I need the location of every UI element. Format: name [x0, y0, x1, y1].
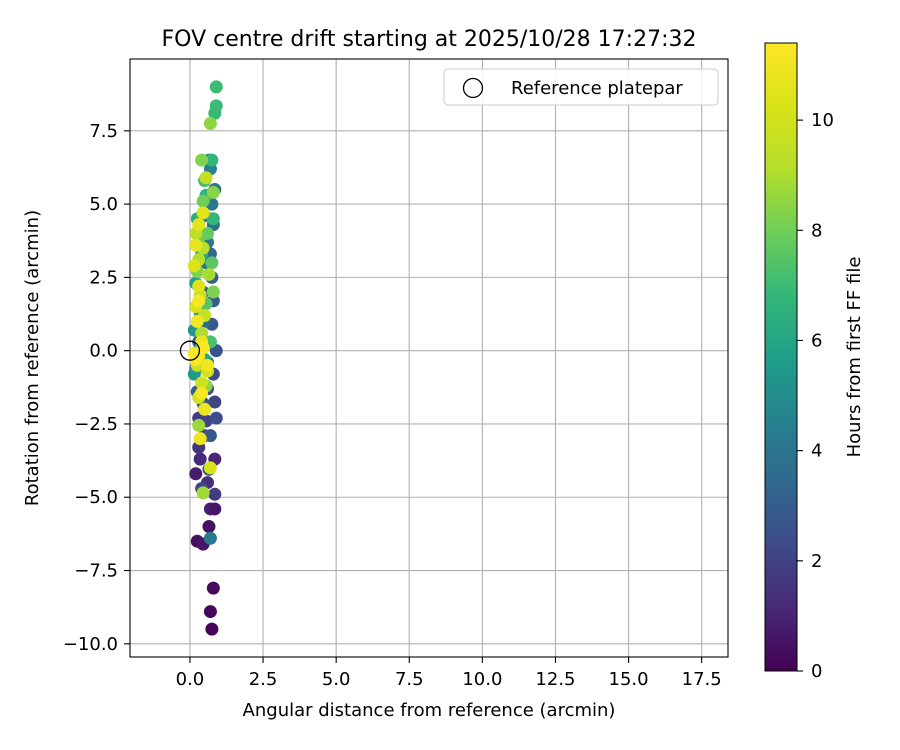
colorbar-tick-label: 4	[811, 441, 822, 462]
scatter-point	[209, 411, 223, 425]
scatter-point	[192, 218, 206, 232]
scatter-point	[199, 171, 213, 185]
x-tick-label: 17.5	[682, 669, 722, 690]
scatter-point	[200, 358, 214, 372]
scatter-point	[189, 238, 203, 252]
scatter-point	[193, 432, 207, 446]
colorbar-tick-label: 10	[811, 110, 834, 131]
scatter-point	[203, 461, 217, 475]
x-tick-label: 5.0	[322, 669, 351, 690]
y-tick-label: 7.5	[89, 121, 118, 142]
x-tick-label: 15.0	[609, 669, 649, 690]
scatter-point	[195, 386, 209, 400]
scatter-point	[195, 376, 209, 390]
scatter-point	[209, 99, 223, 113]
scatter-point	[203, 429, 217, 443]
scatter-point	[189, 352, 203, 366]
colorbar: 0 2 4 6 8 10 Hours from first FF file	[764, 42, 865, 682]
x-tick-label: 10.0	[462, 669, 502, 690]
legend-box	[443, 68, 719, 106]
x-axis-label: Angular distance from reference (arcmin)	[243, 700, 616, 721]
grid-lines	[130, 59, 728, 657]
scatter-point	[205, 256, 219, 270]
scatter-point	[203, 531, 217, 545]
legend: Reference platepar	[443, 68, 719, 106]
scatter-point	[196, 486, 210, 500]
y-axis-ticks: −10.0 −7.5 −5.0 −2.5 0.0 2.5 5.0 7.5	[63, 121, 130, 655]
scatter-point	[196, 194, 210, 208]
colorbar-tick-label: 6	[811, 330, 822, 351]
scatter-point	[208, 487, 222, 501]
scatter-point	[198, 402, 212, 416]
y-axis-label: Rotation from reference (arcmin)	[22, 210, 43, 506]
y-tick-label: −10.0	[63, 634, 118, 655]
x-tick-label: 12.5	[535, 669, 575, 690]
colorbar-label: Hours from first FF file	[844, 257, 865, 458]
scatter-point	[195, 153, 209, 167]
plot-frame	[129, 58, 729, 658]
scatter-point	[206, 212, 220, 226]
scatter-point	[202, 267, 216, 281]
chart-title: FOV centre drift starting at 2025/10/28 …	[162, 27, 697, 52]
colorbar-tick-label: 2	[811, 551, 822, 572]
colorbar-tick-label: 8	[811, 220, 822, 241]
x-tick-label: 0.0	[176, 669, 205, 690]
scatter-point	[202, 520, 216, 534]
y-tick-label: −7.5	[74, 561, 118, 582]
colorbar-frame	[764, 42, 798, 672]
scatter-point	[193, 452, 207, 466]
colorbar-tick-label: 0	[811, 661, 822, 682]
x-tick-label: 2.5	[249, 669, 278, 690]
scatter-point	[206, 581, 220, 595]
colorbar-gradient	[765, 43, 797, 671]
y-tick-label: −5.0	[74, 487, 118, 508]
reference-platepar-marker	[179, 340, 201, 361]
scatter-point	[205, 153, 219, 167]
scatter-point	[192, 418, 206, 432]
y-tick-label: 5.0	[89, 194, 118, 215]
y-tick-label: 0.0	[89, 341, 118, 362]
scatter-point	[203, 116, 217, 130]
y-tick-label: 2.5	[89, 267, 118, 288]
scatter-points	[187, 80, 223, 636]
scatter-point	[209, 80, 223, 94]
scatter-point	[192, 279, 206, 293]
scatter-point	[208, 502, 222, 516]
x-tick-label: 7.5	[395, 669, 424, 690]
colorbar-ticks: 0 2 4 6 8 10	[797, 110, 834, 682]
scatter-point	[206, 285, 220, 299]
reference-marker-layer	[179, 340, 201, 361]
x-axis-ticks: 0.0 2.5 5.0 7.5 10.0 12.5 15.0 17.5	[176, 657, 722, 690]
scatter-point	[189, 467, 203, 481]
scatter-point	[206, 185, 220, 199]
scatter-point	[190, 314, 204, 328]
scatter-point	[192, 294, 206, 308]
scatter-point	[203, 605, 217, 619]
scatter-point	[196, 206, 210, 220]
scatter-point	[208, 395, 222, 409]
y-tick-label: −2.5	[74, 414, 118, 435]
scatter-point	[187, 259, 201, 273]
legend-reference-marker	[462, 77, 484, 99]
scatter-point	[205, 622, 219, 636]
legend-entry-reference: Reference platepar	[511, 78, 683, 99]
